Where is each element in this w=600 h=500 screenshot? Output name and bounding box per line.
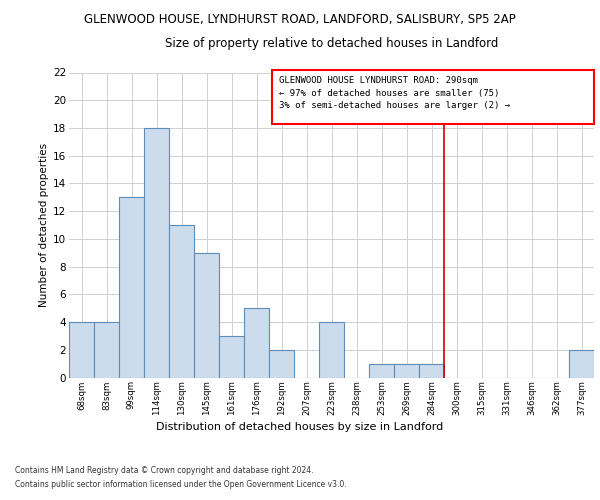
Bar bbox=[144, 128, 169, 378]
Bar bbox=[319, 322, 344, 378]
Bar bbox=[119, 198, 144, 378]
Bar bbox=[219, 336, 244, 378]
Bar bbox=[94, 322, 119, 378]
Bar bbox=[194, 252, 219, 378]
Text: GLENWOOD HOUSE, LYNDHURST ROAD, LANDFORD, SALISBURY, SP5 2AP: GLENWOOD HOUSE, LYNDHURST ROAD, LANDFORD… bbox=[84, 12, 516, 26]
Bar bbox=[269, 350, 294, 378]
Bar bbox=[394, 364, 419, 378]
Text: GLENWOOD HOUSE LYNDHURST ROAD: 290sqm: GLENWOOD HOUSE LYNDHURST ROAD: 290sqm bbox=[279, 76, 478, 84]
Text: Contains public sector information licensed under the Open Government Licence v3: Contains public sector information licen… bbox=[15, 480, 347, 489]
Bar bbox=[69, 322, 94, 378]
Text: ← 97% of detached houses are smaller (75): ← 97% of detached houses are smaller (75… bbox=[279, 88, 500, 98]
Y-axis label: Number of detached properties: Number of detached properties bbox=[39, 143, 49, 307]
Bar bbox=[569, 350, 594, 378]
Title: Size of property relative to detached houses in Landford: Size of property relative to detached ho… bbox=[165, 38, 498, 51]
Text: Distribution of detached houses by size in Landford: Distribution of detached houses by size … bbox=[157, 422, 443, 432]
Bar bbox=[169, 225, 194, 378]
Bar bbox=[419, 364, 444, 378]
Bar bbox=[369, 364, 394, 378]
Bar bbox=[244, 308, 269, 378]
Text: Contains HM Land Registry data © Crown copyright and database right 2024.: Contains HM Land Registry data © Crown c… bbox=[15, 466, 314, 475]
Text: 3% of semi-detached houses are larger (2) →: 3% of semi-detached houses are larger (2… bbox=[279, 100, 511, 110]
